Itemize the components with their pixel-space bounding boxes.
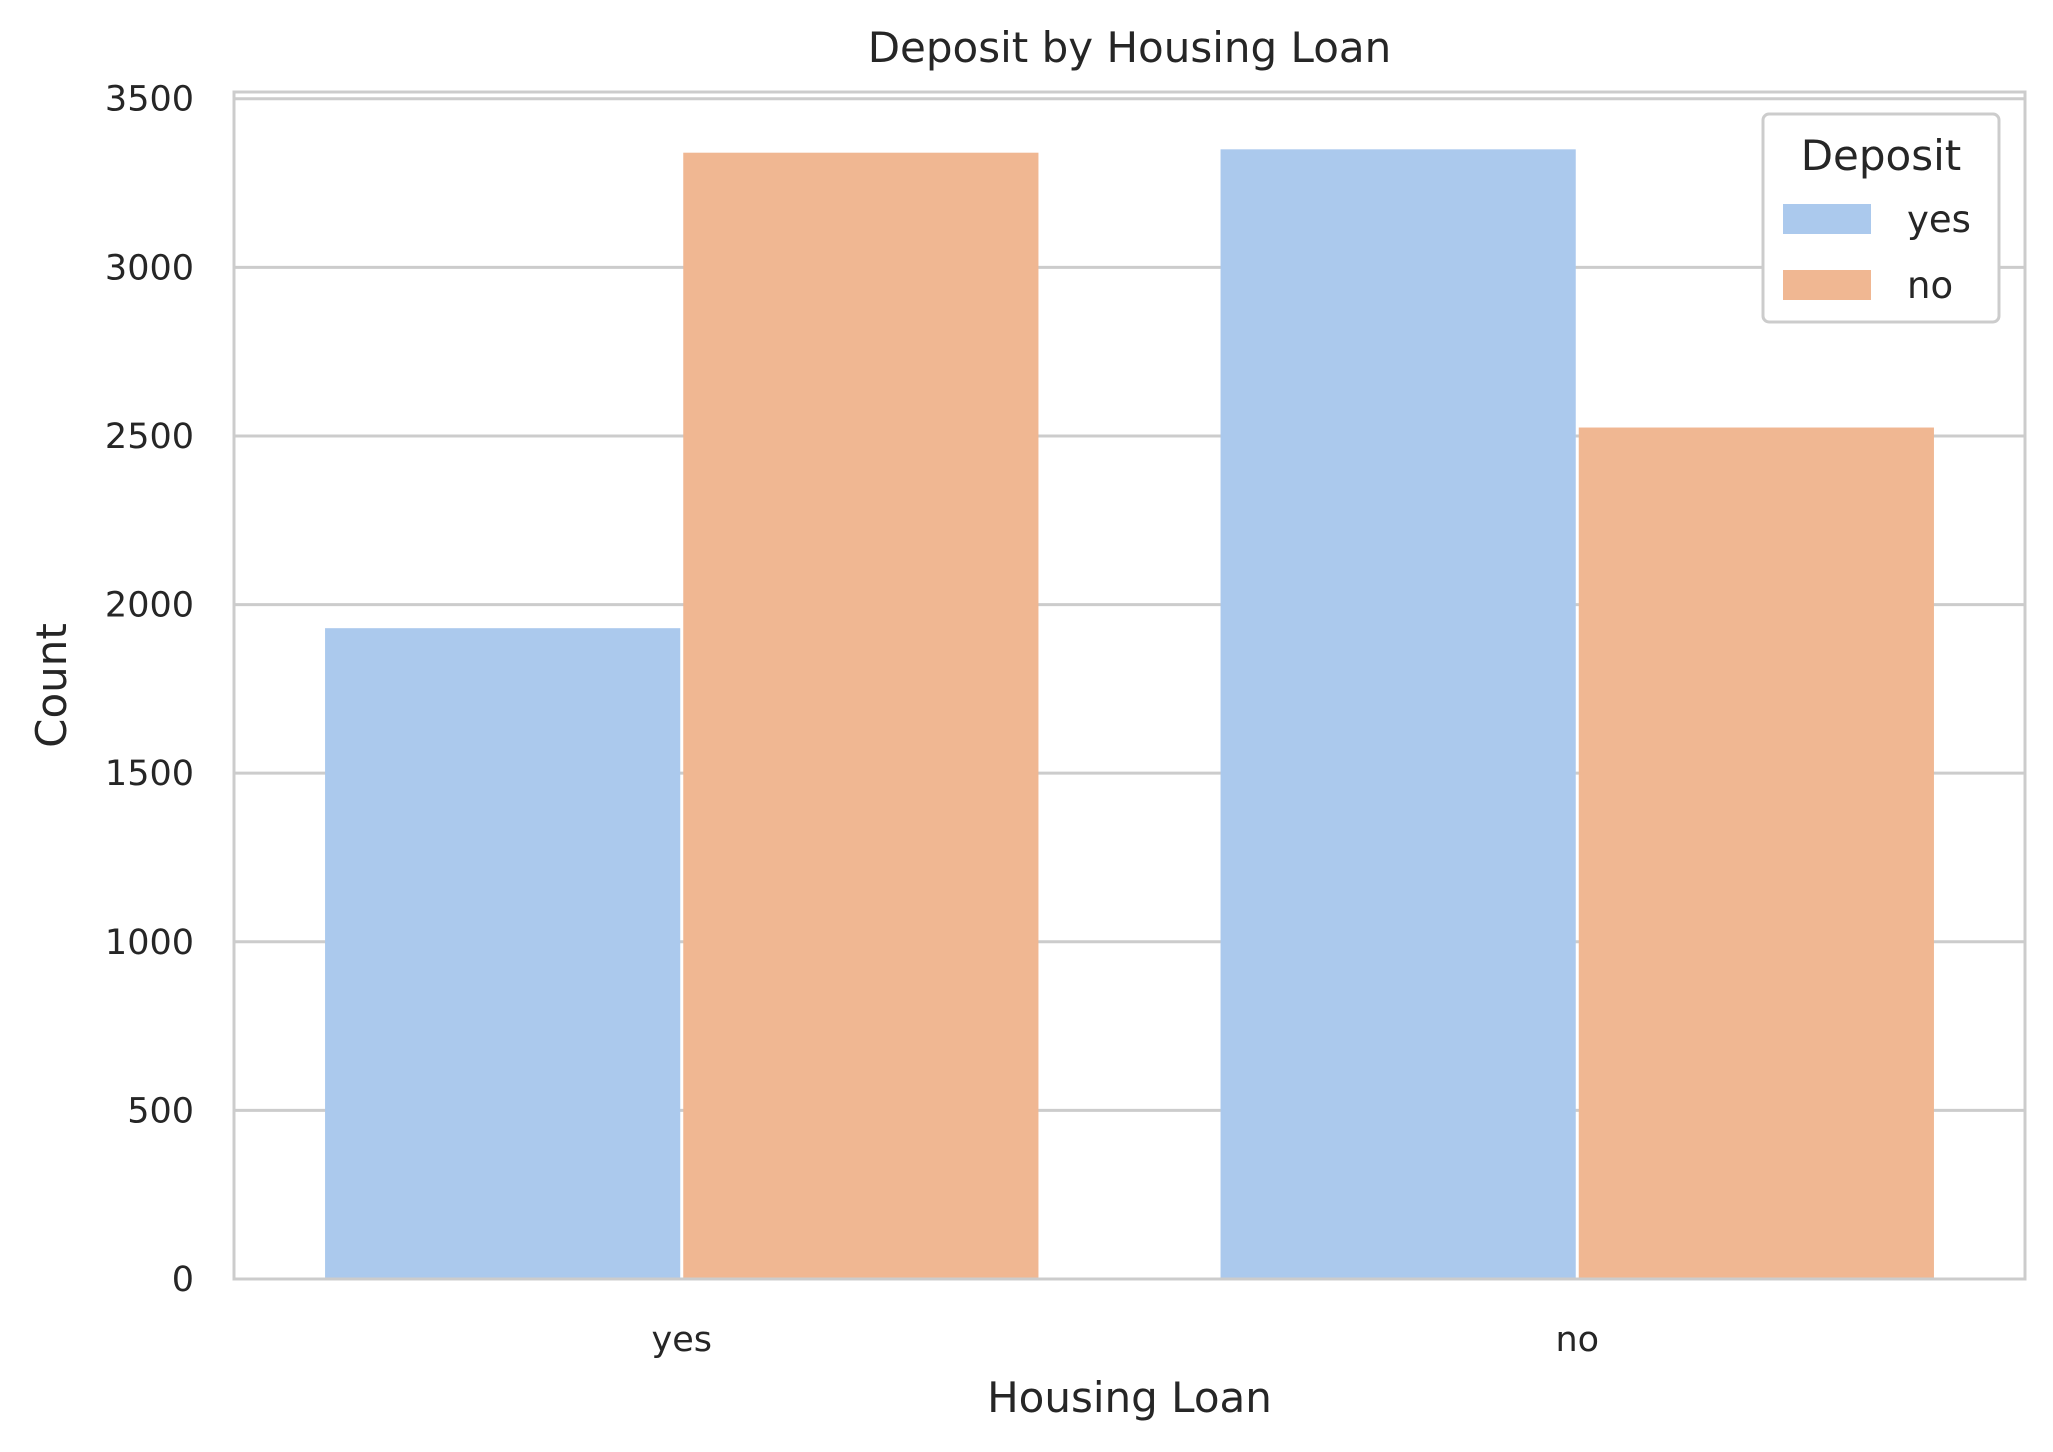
legend: Deposit yes no <box>1761 112 2001 324</box>
x-axis-label: Housing Loan <box>987 1373 1272 1422</box>
x-tick-label: no <box>1555 1320 1599 1360</box>
y-axis-label: Count <box>27 623 76 748</box>
y-tick-label: 2500 <box>105 417 194 457</box>
y-tick-label: 1500 <box>105 754 194 794</box>
legend-swatch-yes <box>1783 204 1871 234</box>
bar-yes-no <box>683 152 1039 1280</box>
y-tick-label: 3000 <box>105 248 194 288</box>
y-tick-label: 2000 <box>105 586 194 626</box>
y-tick-label: 500 <box>127 1091 194 1131</box>
y-tick-labels: 0 500 1000 1500 2000 2500 3000 3500 <box>105 80 194 1300</box>
bar-no-no <box>1578 427 1934 1280</box>
legend-items: yes no <box>1783 198 1971 307</box>
y-tick-label: 1000 <box>105 923 194 963</box>
y-tick-label: 0 <box>172 1260 194 1300</box>
bars <box>325 149 1934 1280</box>
legend-swatch-no <box>1783 270 1871 300</box>
chart-title: Deposit by Housing Loan <box>868 23 1392 72</box>
axes-frame <box>232 90 2027 1281</box>
legend-label-yes: yes <box>1907 198 1971 241</box>
bar-no-yes <box>1220 149 1576 1280</box>
y-tick-label: 3500 <box>105 80 194 120</box>
x-tick-label: yes <box>652 1320 712 1360</box>
legend-title: Deposit <box>1801 131 1962 180</box>
x-tick-labels: yes no <box>652 1320 1600 1360</box>
bar-yes-yes <box>325 628 681 1279</box>
legend-label-no: no <box>1907 264 1953 307</box>
